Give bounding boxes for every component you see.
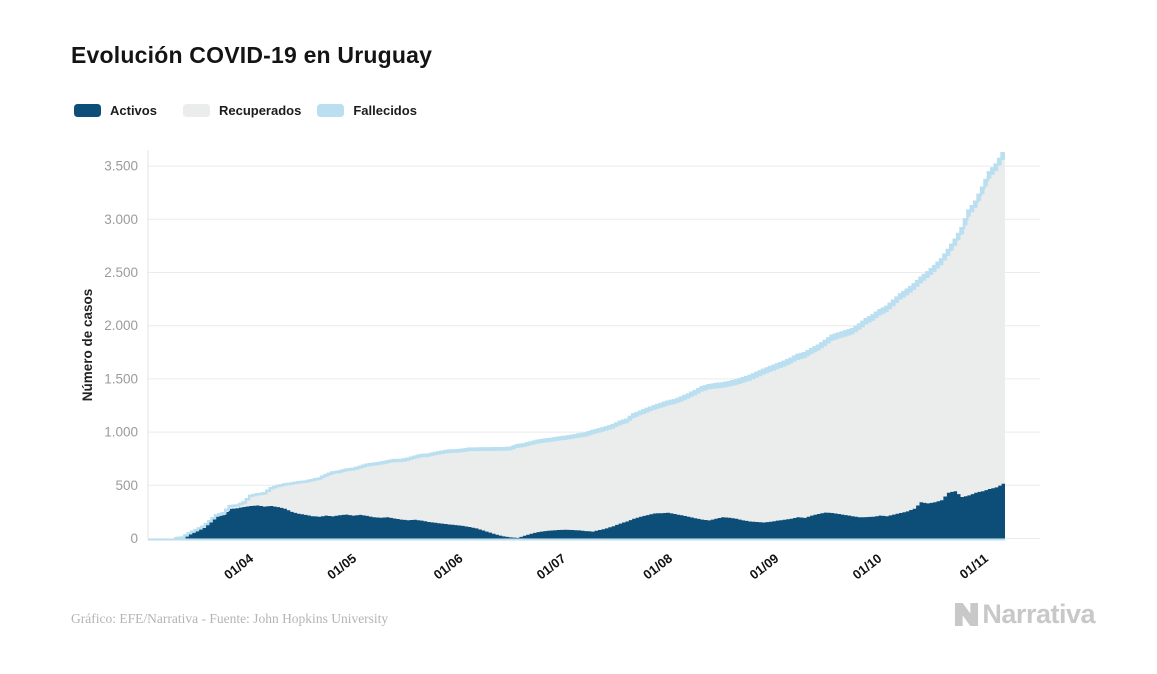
x-tick-label: 01/04 (221, 550, 256, 582)
legend-swatch-activos (74, 104, 101, 117)
y-tick-label: 0 (130, 531, 138, 546)
x-tick-label: 01/06 (431, 551, 466, 583)
y-tick-label: 500 (115, 478, 138, 493)
narrativa-logo-icon (955, 602, 979, 627)
narrativa-logo: Narrativa (954, 599, 1095, 630)
legend-label-activos: Activos (110, 103, 157, 118)
x-tick-label: 01/08 (640, 551, 675, 583)
x-tick-label: 01/09 (747, 551, 782, 583)
area-activos (174, 483, 1005, 539)
legend: Activos Recuperados Fallecidos (74, 103, 417, 118)
y-tick-label: 2.500 (104, 265, 138, 280)
legend-label-fallecidos: Fallecidos (353, 103, 417, 118)
legend-label-recuperados: Recuperados (218, 103, 302, 118)
legend-swatch-fallecidos (317, 104, 345, 117)
chart-title: Evolución COVID-19 en Uruguay (71, 42, 433, 68)
narrativa-logo-text: Narrativa (982, 599, 1095, 629)
y-tick-label: 2.000 (104, 318, 138, 333)
legend-swatch-recuperados (182, 104, 210, 117)
legend-item-recuperados: Recuperados (182, 103, 317, 118)
y-tick-label: 1.000 (104, 425, 138, 440)
y-tick-label: 3.000 (104, 212, 138, 227)
x-tick-label: 01/05 (324, 551, 359, 583)
total-top-edge (174, 152, 1005, 540)
x-tick-label: 01/10 (850, 551, 885, 583)
legend-item-fallecidos: Fallecidos (317, 103, 417, 118)
x-tick-label: 01/07 (534, 551, 569, 583)
x-tick-label: 01/11 (957, 551, 991, 582)
covid-stacked-area-chart: 0 500 1.000 1.500 2.000 2.500 3.000 3.500 01/04 0… (80, 150, 1040, 583)
y-tick-label: 3.500 (104, 159, 138, 174)
y-axis-title: Número de casos (80, 289, 95, 402)
source-credit: Gráfico: EFE/Narrativa - Fuente: John Ho… (71, 611, 389, 626)
area-recuperados (174, 159, 1005, 539)
legend-item-activos: Activos (74, 103, 183, 118)
y-tick-label: 1.500 (104, 371, 138, 386)
